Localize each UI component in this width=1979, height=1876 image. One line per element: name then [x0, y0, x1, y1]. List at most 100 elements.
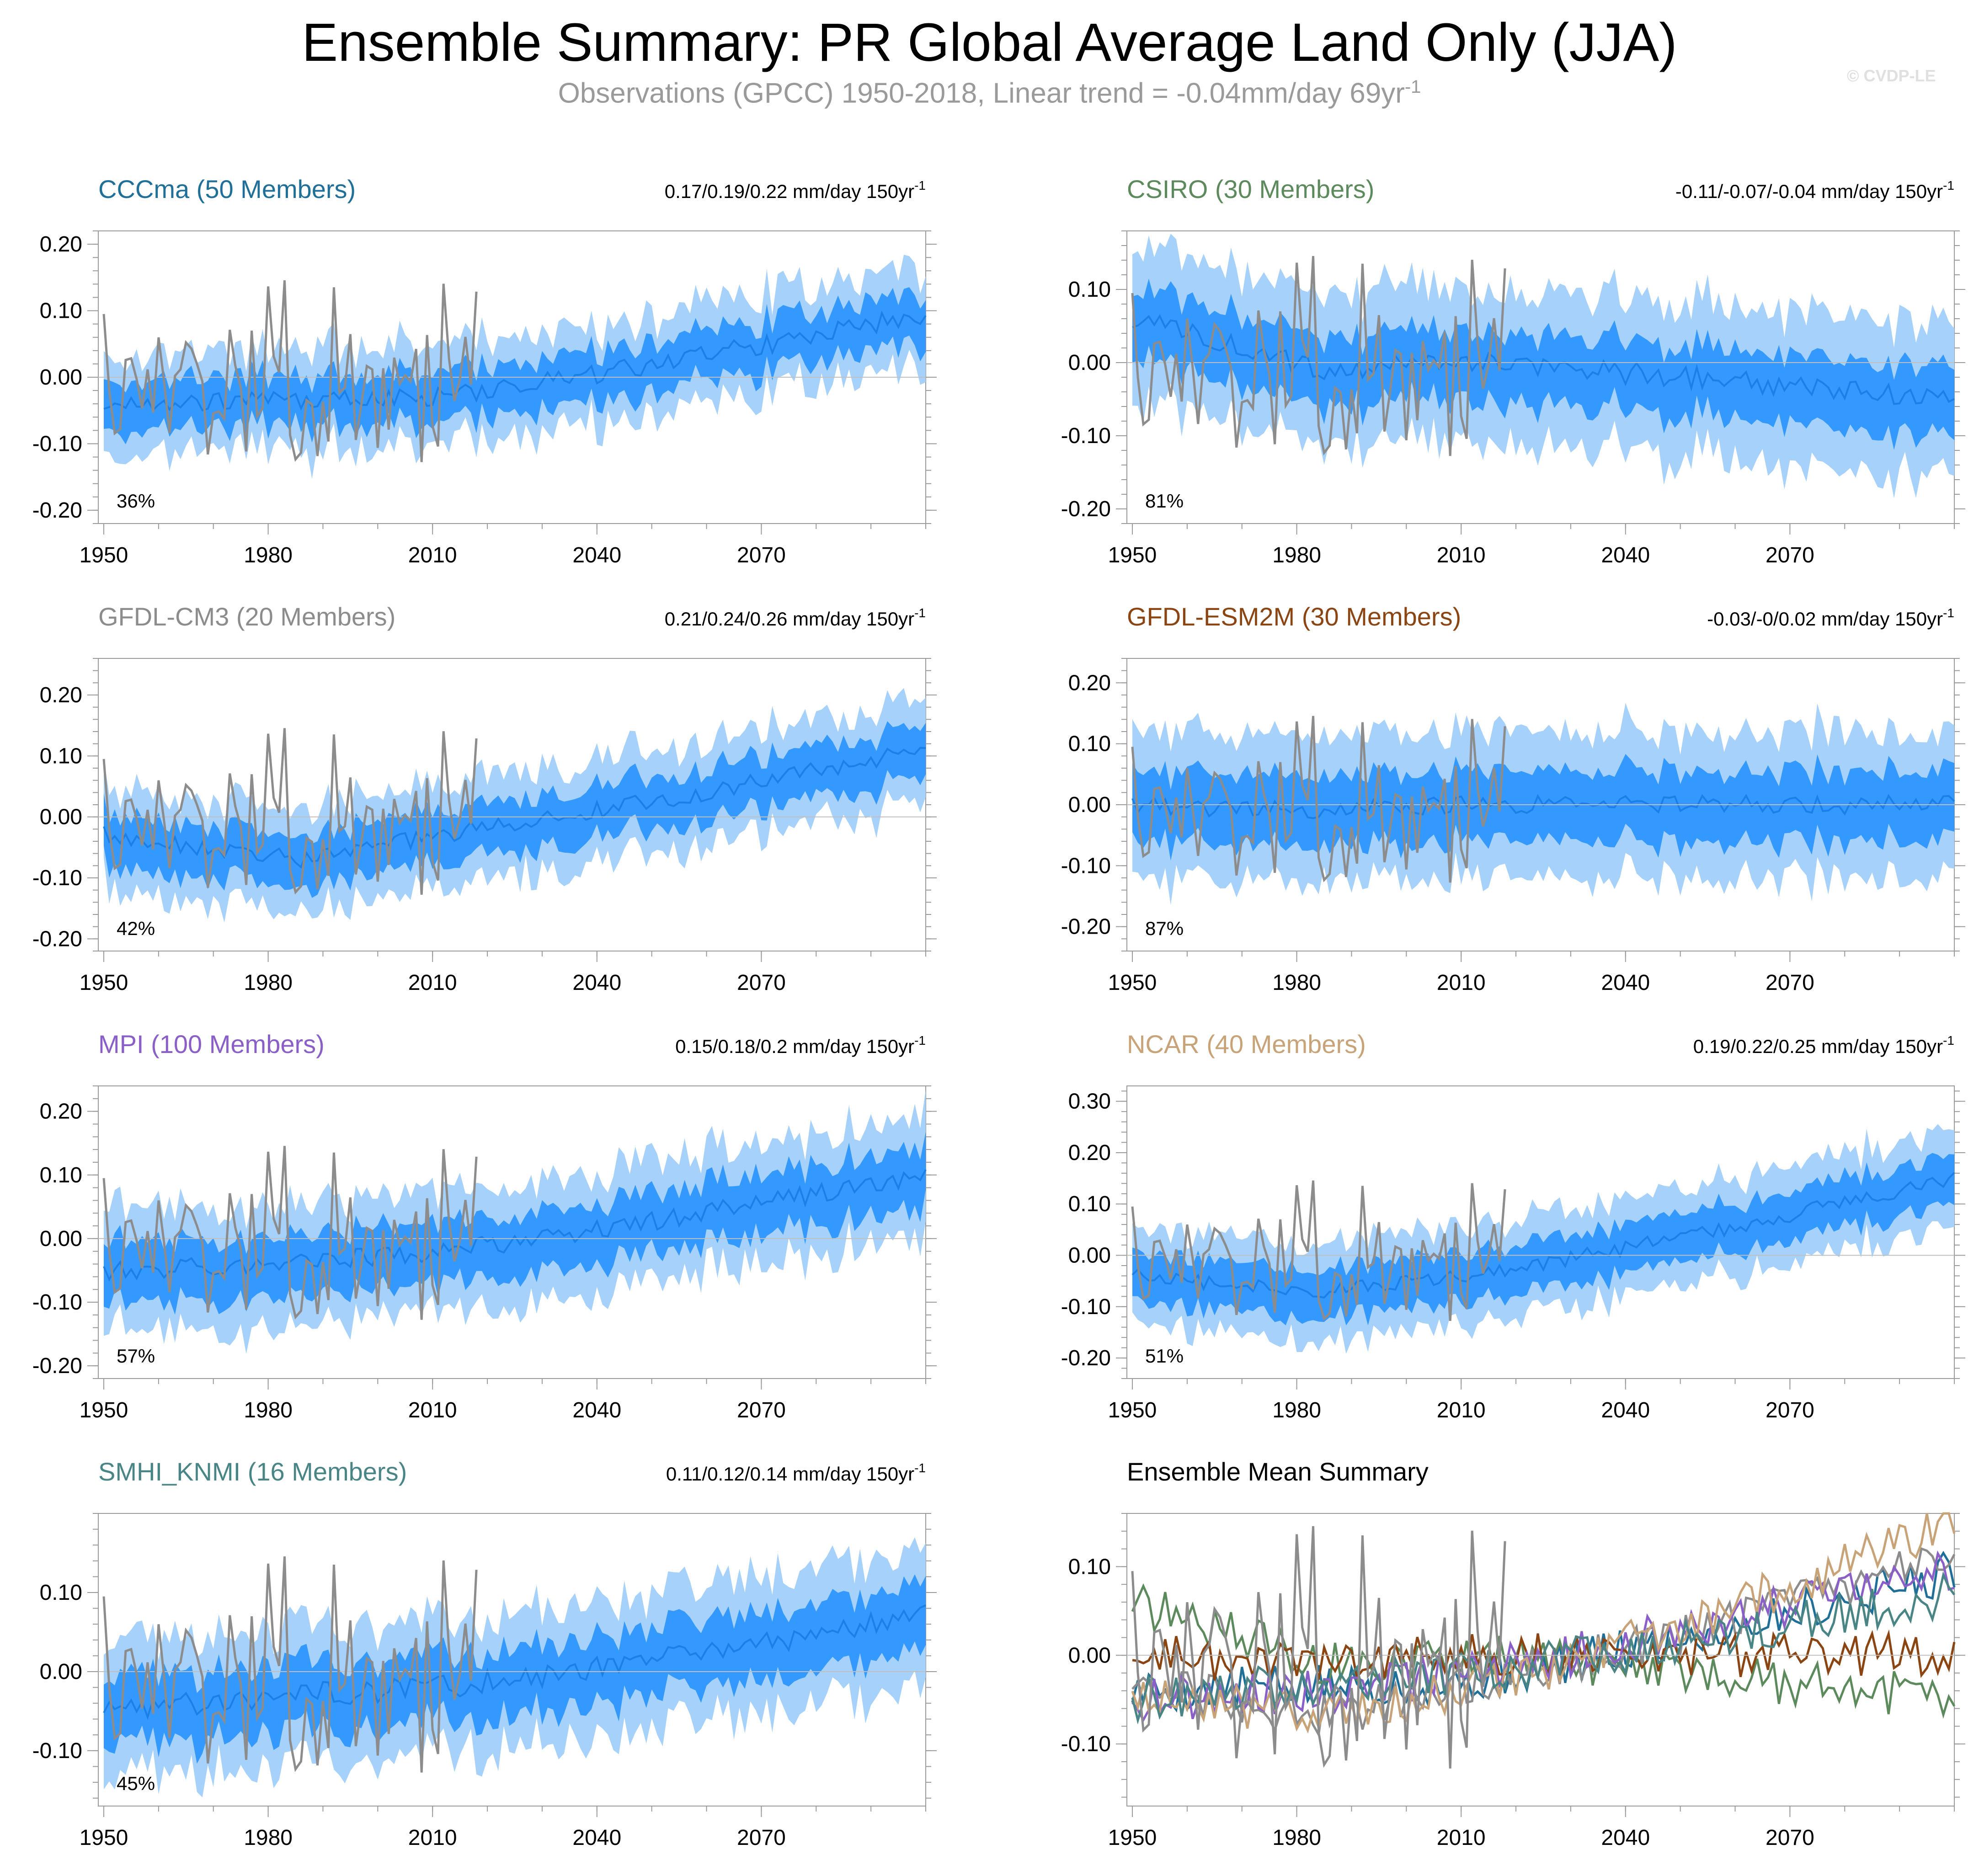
trend-stat-exponent: -1 — [914, 178, 926, 192]
y-tick-label: -0.10 — [32, 866, 82, 890]
subtitle-text: Observations (GPCC) 1950-2018, Linear tr… — [558, 77, 1405, 109]
trend-stat-exponent: -1 — [1943, 178, 1954, 192]
observation-line — [102, 1146, 478, 1320]
x-tick-label: 1950 — [80, 1826, 128, 1850]
panel-title: CSIRO (30 Members) — [1127, 175, 1374, 203]
y-tick-label: -0.10 — [32, 1739, 82, 1763]
panel-ncar-40-members-: NCAR (40 Members) 0.19/0.22/0.25 mm/day 1… — [1061, 1030, 1965, 1422]
x-tick-label: 2010 — [1437, 1398, 1486, 1422]
panel-title: CCCma (50 Members) — [98, 175, 356, 203]
inner-spread-band — [104, 1132, 926, 1315]
panel-percent-label: 36% — [117, 490, 155, 512]
trend-stat-text: 0.15/0.18/0.2 mm/day 150yr — [675, 1036, 914, 1057]
x-tick-label: 2040 — [572, 543, 621, 567]
panel-percent-label: 51% — [1145, 1345, 1184, 1367]
panel-trend-stat: 0.19/0.22/0.25 mm/day 150yr-1 — [1693, 1033, 1954, 1057]
x-tick-label: 1950 — [80, 1398, 128, 1422]
x-tick-label: 2040 — [572, 1398, 621, 1422]
y-tick-label: 0.10 — [40, 299, 82, 323]
x-tick-label: 2070 — [1766, 543, 1814, 567]
x-tick-label: 2010 — [1437, 1826, 1486, 1850]
y-tick-label: -0.20 — [32, 1354, 82, 1378]
panel-title: GFDL-ESM2M (30 Members) — [1127, 602, 1461, 631]
panel-title: SMHI_KNMI (16 Members) — [98, 1457, 407, 1486]
trend-stat-exponent: -1 — [914, 1033, 926, 1048]
y-tick-label: -0.10 — [1061, 854, 1111, 878]
x-tick-label: 2070 — [737, 1398, 786, 1422]
y-tick-label: 0.30 — [1068, 1090, 1111, 1114]
observation-line — [102, 280, 478, 462]
x-tick-label: 1980 — [244, 543, 293, 567]
x-tick-label: 1980 — [1272, 1826, 1321, 1850]
trend-stat-text: -0.11/-0.07/-0.04 mm/day 150yr — [1675, 181, 1943, 202]
x-tick-label: 1980 — [1272, 543, 1321, 567]
figure-title: Ensemble Summary: PR Global Average Land… — [302, 12, 1677, 73]
panel-smhi-knmi-16-members-: SMHI_KNMI (16 Members) 0.11/0.12/0.14 mm/… — [32, 1457, 937, 1850]
plot-frame — [1126, 1085, 1955, 1379]
panel-trend-stat: 0.11/0.12/0.14 mm/day 150yr-1 — [666, 1461, 926, 1485]
y-tick-label: -0.20 — [32, 498, 82, 523]
ensemble-mean-line — [103, 747, 926, 869]
x-tick-label: 2040 — [1601, 1398, 1650, 1422]
observation-line — [1131, 716, 1506, 883]
trend-stat-exponent: -1 — [914, 1461, 926, 1475]
trend-stat-text: 0.21/0.24/0.26 mm/day 150yr — [665, 608, 914, 630]
x-tick-label: 1950 — [1108, 1398, 1157, 1422]
x-tick-label: 1950 — [1108, 1826, 1157, 1850]
y-tick-label: -0.10 — [32, 432, 82, 456]
inner-spread-band — [1132, 1153, 1954, 1325]
trend-stat-text: 0.17/0.19/0.22 mm/day 150yr — [665, 181, 914, 202]
panel-gfdl-esm2m-30-members-: GFDL-ESM2M (30 Members) -0.03/-0/0.02 mm/… — [1061, 602, 1965, 995]
y-tick-label: 0.00 — [1068, 351, 1111, 375]
y-tick-label: 0.00 — [40, 1660, 82, 1684]
inner-spread-band — [1132, 754, 1954, 861]
trend-stat-exponent: -1 — [1943, 1033, 1954, 1048]
panel-cccma-50-members-: CCCma (50 Members) 0.17/0.19/0.22 mm/day … — [32, 175, 937, 567]
plot-frame — [1126, 1513, 1955, 1807]
y-tick-label: 0.10 — [1068, 1555, 1111, 1579]
panel-percent-label: 87% — [1145, 918, 1184, 939]
observation-line — [1131, 1180, 1506, 1321]
series-line-ncar — [1131, 1512, 1956, 1734]
x-tick-label: 1980 — [244, 971, 293, 995]
observation-line — [102, 1556, 478, 1773]
plot-frame — [98, 1085, 926, 1379]
ensemble-mean-line — [1132, 314, 1955, 405]
panel-gfdl-cm3-20-members-: GFDL-CM3 (20 Members) 0.21/0.24/0.26 mm/d… — [32, 602, 937, 995]
watermark: © CVDP-LE — [1847, 66, 1936, 85]
ensemble-mean-line — [1131, 1172, 1955, 1299]
observation-line — [1131, 256, 1506, 456]
inner-spread-band — [104, 721, 926, 898]
trend-stat-text: 0.11/0.12/0.14 mm/day 150yr — [666, 1463, 914, 1485]
panel-title: GFDL-CM3 (20 Members) — [98, 602, 395, 631]
x-tick-label: 2070 — [1766, 971, 1814, 995]
x-tick-label: 2070 — [1766, 1826, 1814, 1850]
x-tick-label: 1950 — [1108, 543, 1157, 567]
y-tick-label: 0.10 — [1068, 1192, 1111, 1216]
x-tick-label: 1980 — [244, 1398, 293, 1422]
y-tick-label: -0.10 — [1061, 1295, 1111, 1319]
panel-title: Ensemble Mean Summary — [1127, 1457, 1429, 1486]
y-tick-label: 0.00 — [40, 805, 82, 829]
series-line-csiro — [1131, 1583, 1956, 1719]
y-tick-label: 0.20 — [1068, 671, 1111, 695]
x-tick-label: 1980 — [1272, 971, 1321, 995]
x-tick-label: 1950 — [80, 543, 128, 567]
panel-percent-label: 81% — [1145, 490, 1184, 512]
trend-stat-exponent: -1 — [914, 606, 926, 620]
y-tick-label: -0.20 — [32, 927, 82, 951]
y-tick-label: -0.20 — [1061, 1346, 1111, 1370]
panel-percent-label: 45% — [117, 1773, 155, 1794]
panel-trend-stat: -0.11/-0.07/-0.04 mm/day 150yr-1 — [1675, 178, 1954, 202]
x-tick-label: 1950 — [80, 971, 128, 995]
y-tick-label: 0.00 — [1068, 1643, 1111, 1668]
panel-percent-label: 57% — [117, 1345, 155, 1367]
x-tick-label: 1980 — [244, 1826, 293, 1850]
y-tick-label: 0.20 — [40, 683, 82, 707]
y-tick-label: -0.20 — [1061, 497, 1111, 521]
y-tick-label: -0.10 — [1061, 424, 1111, 448]
x-tick-label: 2010 — [408, 1398, 457, 1422]
x-tick-label: 2010 — [408, 971, 457, 995]
x-tick-label: 2010 — [1437, 971, 1486, 995]
